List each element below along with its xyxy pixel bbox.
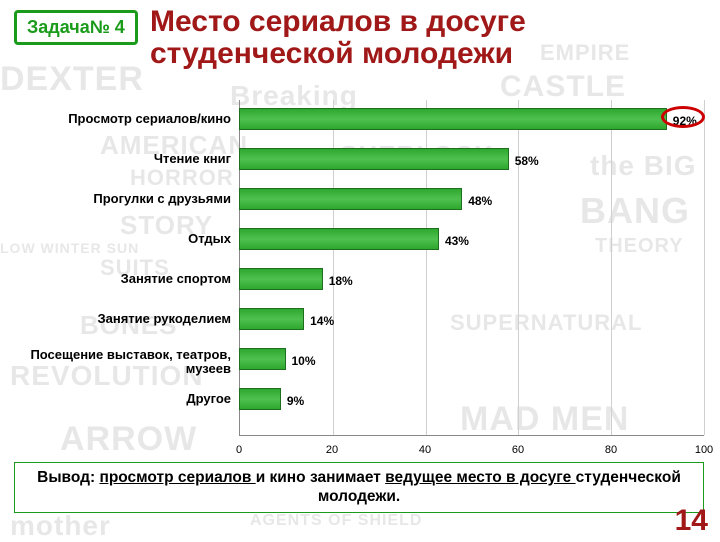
- bar-value: 10%: [292, 354, 316, 368]
- bar: [239, 348, 286, 370]
- bar-row: 9%: [239, 388, 704, 410]
- bar-row: 58%: [239, 148, 704, 170]
- page-title: Место сериалов в досуге студенческой мол…: [150, 6, 710, 71]
- leisure-chart: 020406080100 Просмотр сериалов/кино92%Чт…: [14, 100, 704, 460]
- bar-value: 92%: [673, 114, 697, 128]
- x-tick: 80: [605, 444, 617, 456]
- conclusion-prefix: Вывод:: [37, 469, 99, 486]
- bar-value: 48%: [468, 194, 492, 208]
- bar-row: 48%: [239, 188, 704, 210]
- bar-label: Занятие спортом: [14, 268, 239, 290]
- bar-row: 43%: [239, 228, 704, 250]
- bar-value: 43%: [445, 234, 469, 248]
- bar: [239, 148, 509, 170]
- bar-row: 14%: [239, 308, 704, 330]
- bar-label: Занятие рукоделием: [14, 308, 239, 330]
- bar: [239, 228, 439, 250]
- chart-x-axis: 020406080100: [239, 440, 704, 460]
- bar: [239, 308, 304, 330]
- bar-label: Просмотр сериалов/кино: [14, 108, 239, 130]
- x-tick: 100: [695, 444, 713, 456]
- bar-label: Посещение выставок, театров, музеев: [14, 348, 239, 378]
- bar: [239, 268, 323, 290]
- task-badge: Задача№ 4: [14, 10, 138, 45]
- bar-label: Другое: [14, 388, 239, 410]
- conclusion-text: просмотр сериалов и кино занимает ведуще…: [99, 469, 680, 505]
- x-tick: 20: [326, 444, 338, 456]
- bar-value: 58%: [515, 154, 539, 168]
- x-tick: 0: [236, 444, 242, 456]
- x-tick: 40: [419, 444, 431, 456]
- bar-value: 18%: [329, 274, 353, 288]
- bar: [239, 388, 281, 410]
- bar-label: Прогулки с друзьями: [14, 188, 239, 210]
- page-number: 14: [675, 504, 708, 538]
- bar-row: 92%: [239, 108, 704, 130]
- bar-value: 14%: [310, 314, 334, 328]
- bar: [239, 188, 462, 210]
- conclusion-box: Вывод: просмотр сериалов и кино занимает…: [14, 462, 704, 513]
- bar-value: 9%: [287, 394, 304, 408]
- bar-row: 18%: [239, 268, 704, 290]
- bar-label: Чтение книг: [14, 148, 239, 170]
- x-tick: 60: [512, 444, 524, 456]
- bar: [239, 108, 667, 130]
- bar-row: 10%: [239, 348, 704, 370]
- bar-label: Отдых: [14, 228, 239, 250]
